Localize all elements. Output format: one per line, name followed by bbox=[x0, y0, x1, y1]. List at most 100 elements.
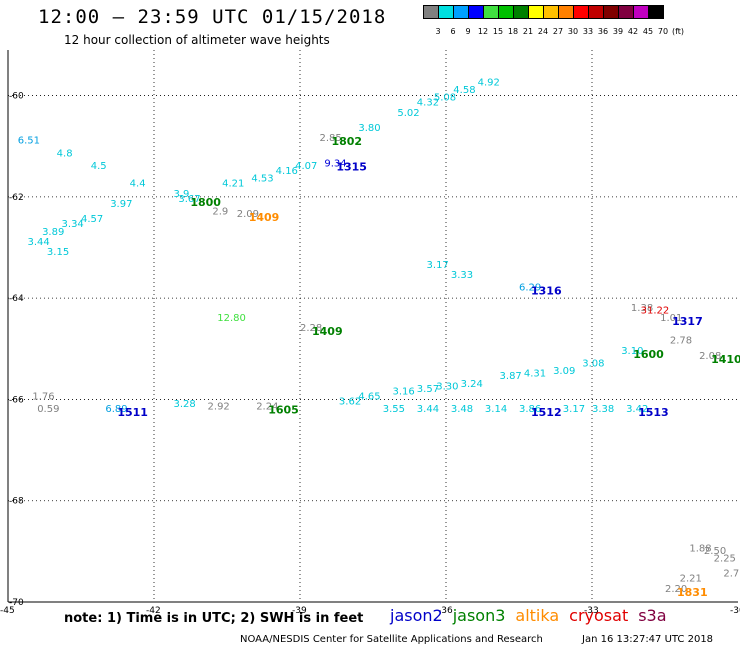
swh-value-label: 4.4 bbox=[130, 179, 146, 190]
latitude-label: -68 bbox=[9, 497, 24, 507]
swh-value-label: 3.62 bbox=[339, 396, 361, 407]
colorbar-label: 70 bbox=[657, 27, 669, 36]
colorbar-label: 15 bbox=[492, 27, 504, 36]
swh-value-label: 9.34 bbox=[324, 158, 346, 169]
colorbar-label: 33 bbox=[582, 27, 594, 36]
legend-jason2: jason2 bbox=[390, 606, 443, 625]
swh-value-label: 3.08 bbox=[582, 359, 604, 370]
swh-value-label: 3.30 bbox=[436, 381, 458, 392]
colorbar-label: 9 bbox=[465, 27, 471, 36]
swh-value-label: 3.28 bbox=[173, 399, 195, 410]
swh-value-label: 3.34 bbox=[62, 219, 84, 230]
swh-value-label: 2.08 bbox=[699, 351, 721, 362]
colorbar-label: 24 bbox=[537, 27, 549, 36]
swh-colorbar: 3 6 9 12 15 18 21 24 27 30 33 36 39 42 45 70 (ft) bbox=[423, 5, 684, 36]
longitude-label: -45 bbox=[0, 606, 15, 616]
legend-altika: altika bbox=[515, 606, 560, 625]
swh-value-label: 3.16 bbox=[392, 386, 414, 397]
swh-value-label: 3.24 bbox=[461, 379, 483, 390]
swh-value-label: 4.8 bbox=[57, 148, 73, 159]
legend-s3a: s3a bbox=[638, 606, 667, 625]
swh-value-label: 3.86 bbox=[519, 404, 541, 415]
swh-value-label: 2.71 bbox=[723, 569, 740, 580]
swh-value-label: 2.25 bbox=[714, 553, 736, 564]
swh-value-label: 1.88 bbox=[689, 543, 711, 554]
pass-time-label: 1802 bbox=[331, 135, 362, 148]
swh-value-label: 4.92 bbox=[478, 77, 500, 88]
credit-line: NOAA/NESDIS Center for Satellite Applica… bbox=[240, 634, 543, 645]
swh-value-label: 2.21 bbox=[680, 574, 702, 585]
pass-time-label: 1316 bbox=[531, 285, 562, 298]
swh-value-label: 5.02 bbox=[397, 108, 419, 119]
colorbar-label: 3 bbox=[435, 27, 441, 36]
swh-value-label: 3.14 bbox=[485, 404, 507, 415]
swh-value-label: 3.44 bbox=[417, 404, 439, 415]
swh-value-label: 4.5 bbox=[91, 161, 107, 172]
pass-time-label: 1409 bbox=[312, 325, 343, 338]
swh-value-label: 2.92 bbox=[208, 402, 230, 413]
swh-value-label: 3.55 bbox=[383, 404, 405, 415]
pass-time-label: 1605 bbox=[268, 404, 299, 417]
colorbar-label: 21 bbox=[522, 27, 534, 36]
colorbar-label: 12 bbox=[477, 27, 489, 36]
swh-value-label: 2.28 bbox=[300, 323, 322, 334]
swh-value-label: 1.76 bbox=[32, 391, 54, 402]
swh-value-label: 3.9 bbox=[173, 189, 189, 200]
swh-value-label: 3.89 bbox=[42, 227, 64, 238]
longitude-label: -30 bbox=[730, 606, 740, 616]
swh-value-label: 1.01 bbox=[660, 313, 682, 324]
colorbar-label: 6 bbox=[450, 27, 456, 36]
swh-value-label: 5.08 bbox=[434, 93, 456, 104]
swh-value-label: 3.33 bbox=[451, 270, 473, 281]
swh-value-label: 6.29 bbox=[519, 283, 541, 294]
swh-value-label: 12.80 bbox=[217, 313, 246, 324]
swh-value-label: 4.31 bbox=[524, 369, 546, 380]
longitude-label: -39 bbox=[292, 606, 307, 616]
swh-value-label: 6.51 bbox=[18, 136, 40, 147]
pass-time-label: 1410 bbox=[711, 353, 740, 366]
legend-jason3: jason3 bbox=[452, 606, 506, 625]
swh-value-label: 2.50 bbox=[704, 546, 726, 557]
swh-value-label: 4.16 bbox=[276, 166, 298, 177]
pass-time-label: 1317 bbox=[672, 315, 703, 328]
swh-value-label: 4.58 bbox=[453, 85, 475, 96]
swh-value-label: 4.07 bbox=[295, 161, 317, 172]
latitude-label: -60 bbox=[9, 92, 24, 102]
swh-value-label: 4.65 bbox=[358, 391, 380, 402]
swh-value-label: 6.89 bbox=[105, 404, 127, 415]
pass-time-label: 1512 bbox=[531, 406, 562, 419]
generated-timestamp: Jan 16 13:27:47 UTC 2018 bbox=[582, 634, 714, 645]
swh-value-label: 4.32 bbox=[417, 98, 439, 109]
pass-time-label: 1800 bbox=[190, 196, 221, 209]
pass-time-label: 1315 bbox=[336, 160, 367, 173]
pass-time-label: 1409 bbox=[249, 211, 280, 224]
satellite-legend: jason2 jason3 altika cryosat s3a bbox=[390, 606, 677, 625]
swh-value-label: 0.59 bbox=[37, 404, 59, 415]
swh-value-label: 4.53 bbox=[251, 174, 273, 185]
colorbar-label: 42 bbox=[627, 27, 639, 36]
swh-value-label: 2.85 bbox=[319, 133, 341, 144]
colorbar-cell bbox=[648, 5, 664, 19]
footnote: note: 1) Time is in UTC; 2) SWH is in fe… bbox=[64, 611, 364, 626]
swh-value-label: 4.57 bbox=[81, 214, 103, 225]
pass-time-label: 1513 bbox=[638, 406, 669, 419]
swh-value-label: 3.15 bbox=[47, 247, 69, 258]
swh-value-label: 3.97 bbox=[110, 199, 132, 210]
swh-value-label: 3.87 bbox=[500, 371, 522, 382]
swh-value-label: 2.78 bbox=[670, 336, 692, 347]
colorbar-label: 30 bbox=[567, 27, 579, 36]
longitude-label: -33 bbox=[584, 606, 599, 616]
latitude-label: -62 bbox=[9, 193, 24, 203]
page-subtitle: 12 hour collection of altimeter wave hei… bbox=[64, 33, 330, 47]
swh-value-label: 2.20 bbox=[665, 584, 687, 595]
longitude-label: -42 bbox=[146, 606, 161, 616]
